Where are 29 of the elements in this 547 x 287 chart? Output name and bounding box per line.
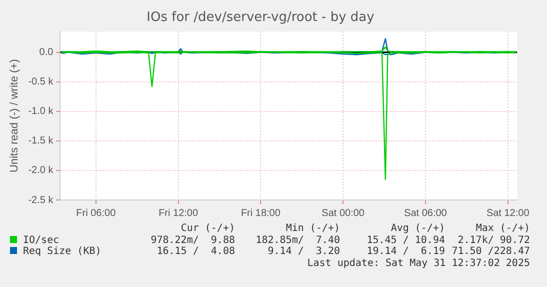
legend-label: IO/sec bbox=[22, 234, 60, 246]
legend-label: Req Size (KB) bbox=[22, 246, 102, 258]
y-tick-label: -0.5 k bbox=[28, 76, 54, 88]
chart-title: IOs for /dev/server-vg/root - by day bbox=[146, 10, 375, 26]
text: 19.14 / 6.19 bbox=[366, 246, 445, 258]
text: 15.45 / 10.94 bbox=[366, 234, 445, 246]
x-tick-label: Sat 06:00 bbox=[404, 208, 448, 219]
x-tick-label: Fri 06:00 bbox=[76, 208, 116, 219]
y-tick-label: -2.5 k bbox=[28, 194, 54, 206]
text: 2.17k/ 90.72 bbox=[456, 234, 530, 246]
x-tick-label: Sat 00:00 bbox=[322, 208, 365, 219]
y-tick-label: 0.0 bbox=[39, 47, 54, 58]
text: 9.14 / 3.20 bbox=[266, 246, 340, 258]
text: Cur (-/+) bbox=[180, 223, 235, 234]
y-tick-label: -2.0 k bbox=[28, 165, 54, 176]
text: 978.22m/ 9.88 bbox=[150, 234, 235, 246]
text: Max (-/+) bbox=[474, 223, 530, 234]
text: Last update: Sat May 31 12:37:02 2025 bbox=[306, 258, 530, 269]
y-tick-label: -1.0 k bbox=[28, 106, 54, 118]
text: 71.50 /228.47 bbox=[450, 246, 530, 258]
x-tick-label: Fri 12:00 bbox=[158, 208, 198, 219]
text: 16.15 / 4.08 bbox=[156, 246, 235, 258]
x-tick-label: Sat 12:00 bbox=[486, 208, 530, 219]
text: Avg (-/+) bbox=[390, 223, 445, 234]
text: 182.85m/ 7.40 bbox=[254, 234, 340, 246]
y-tick-label: -1.5 k bbox=[28, 136, 54, 147]
y-axis-title: Units read (-) / write (+) bbox=[8, 59, 21, 172]
x-tick-label: Fri 18:00 bbox=[240, 208, 281, 219]
text: Min (-/+) bbox=[284, 223, 340, 234]
